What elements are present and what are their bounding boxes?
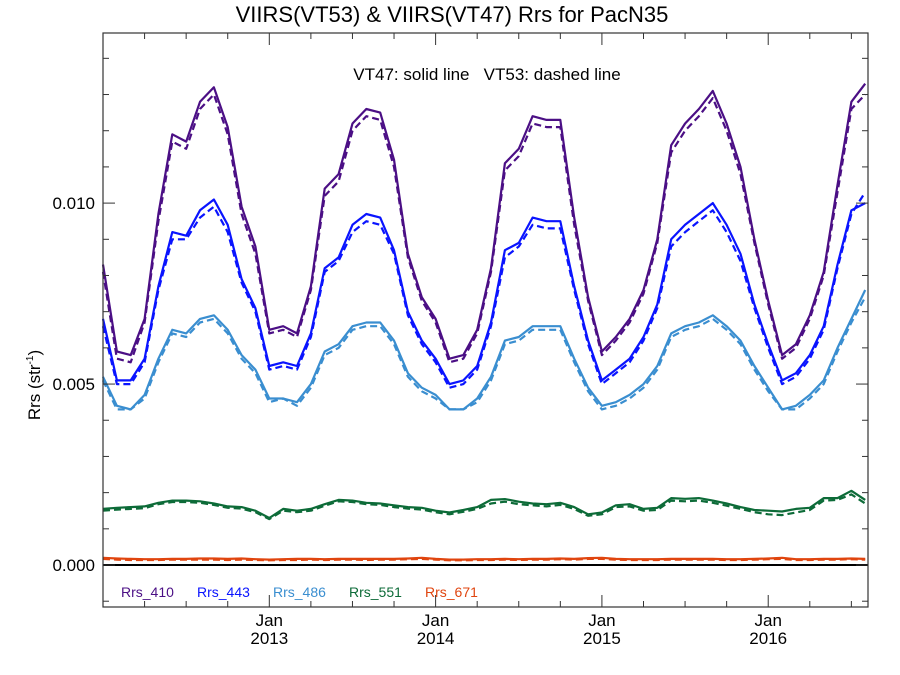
series-rrs-671-vt53 — [102, 557, 866, 562]
series-rrs-443-vt53 — [101, 191, 867, 389]
series-rrs-410-vt47 — [101, 83, 867, 360]
y-tick-label: 0.010 — [52, 194, 95, 213]
series-rrs-486-vt53 — [102, 296, 867, 411]
series-rrs-410-vt53 — [101, 93, 866, 364]
y-axis-label-close: ) — [25, 350, 44, 356]
legend-item-rrs-671: Rrs_671 — [425, 584, 478, 600]
plot-frame — [102, 32, 869, 608]
chart-title: VIIRS(VT53) & VIIRS(VT47) Rrs for PacN35 — [236, 2, 669, 27]
line-style-annotation: VT47: solid line VT53: dashed line — [353, 65, 620, 84]
series-rrs-551-vt47 — [102, 489, 866, 520]
legend: Rrs_410 Rrs_443 Rrs_486 Rrs_551 Rrs_671 — [121, 584, 478, 600]
series-rrs-443-vt47 — [101, 198, 866, 386]
x-tick-label-month: Jan — [422, 611, 449, 630]
legend-item-rrs-486: Rrs_486 — [273, 584, 326, 600]
y-axis-label-sup: -1 — [25, 355, 36, 364]
y-axis-label-text: Rrs (str — [25, 364, 44, 420]
series-rrs-551-vt53 — [102, 493, 866, 521]
series-rrs-486-vt47 — [102, 289, 867, 411]
y-tick-label: 0.005 — [52, 375, 95, 394]
legend-item-rrs-551: Rrs_551 — [349, 584, 402, 600]
x-tick-label-year: 2016 — [749, 629, 787, 648]
x-tick-label-year: 2014 — [417, 629, 455, 648]
x-tick-label-year: 2015 — [583, 629, 621, 648]
plot-area: 0.0000.0050.010Jan2013Jan2014Jan2015Jan2… — [52, 32, 869, 648]
y-axis-label: Rrs (str-1) — [25, 350, 44, 420]
legend-item-rrs-443: Rrs_443 — [197, 584, 250, 600]
x-tick-label-month: Jan — [588, 611, 615, 630]
y-tick-label: 0.000 — [52, 556, 95, 575]
x-tick-label-month: Jan — [755, 611, 782, 630]
x-tick-label-year: 2013 — [250, 629, 288, 648]
x-tick-label-month: Jan — [256, 611, 283, 630]
legend-item-rrs-410: Rrs_410 — [121, 584, 174, 600]
